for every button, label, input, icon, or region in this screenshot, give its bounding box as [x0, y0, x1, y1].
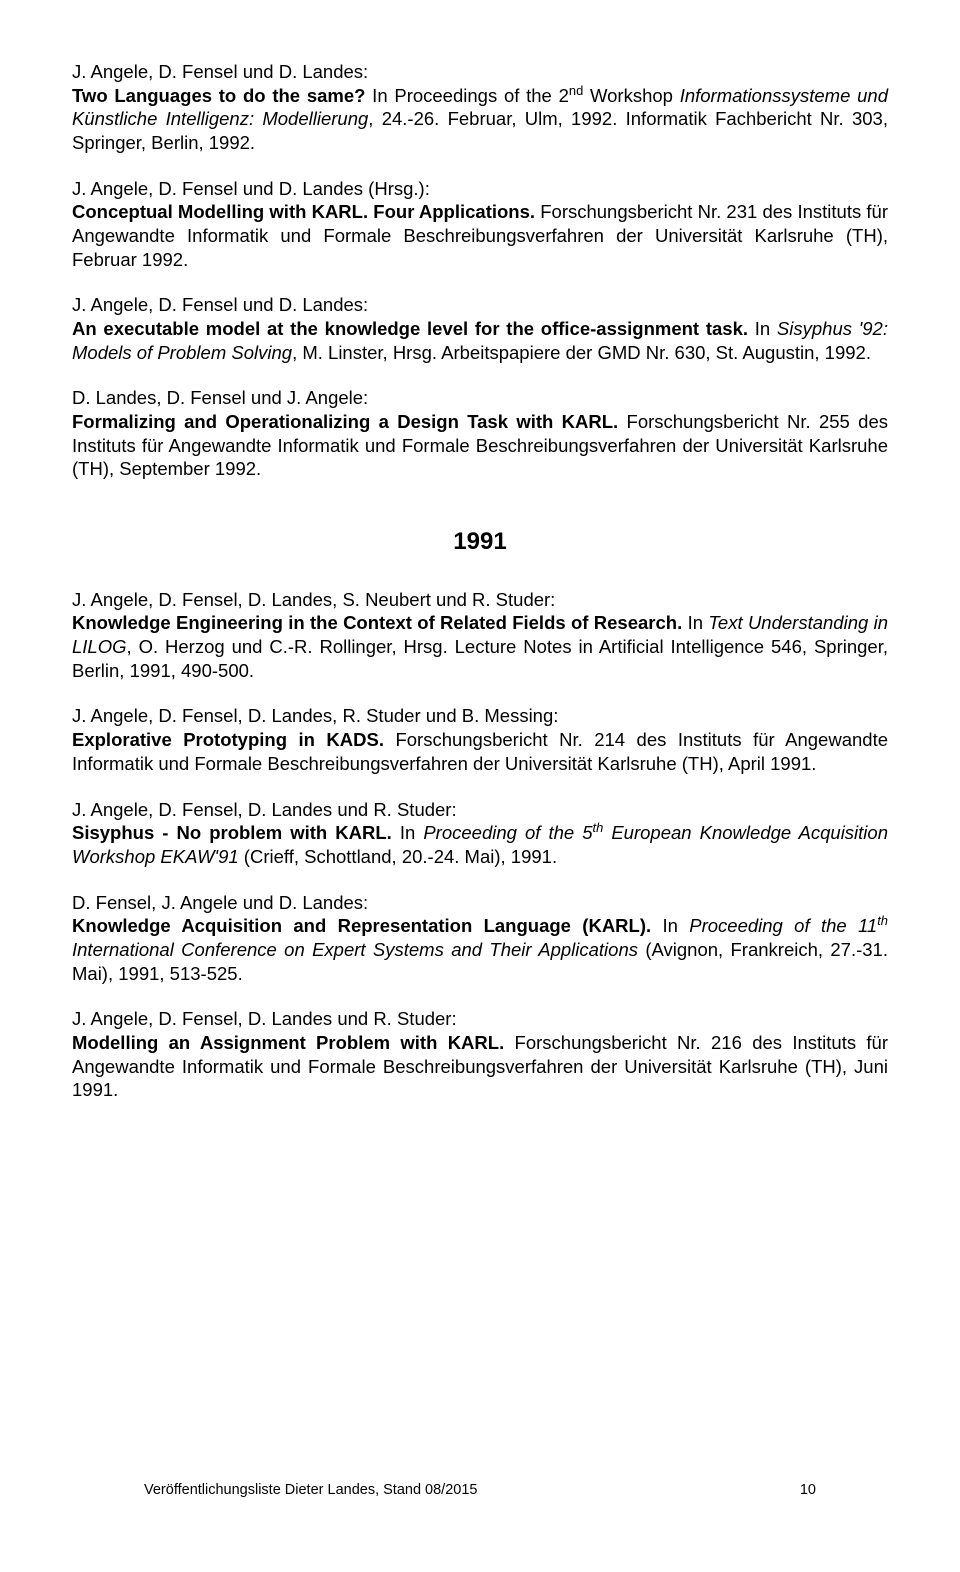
title: Explorative Prototyping in KADS. [72, 729, 384, 750]
bib-entry: J. Angele, D. Fensel, D. Landes und R. S… [72, 798, 888, 869]
text: In [682, 612, 708, 633]
authors: J. Angele, D. Fensel und D. Landes: [72, 61, 368, 82]
italic-text: Proceeding of the 11 [689, 915, 877, 936]
italic-text: International Conference on Expert Syste… [72, 939, 638, 960]
page: J. Angele, D. Fensel und D. Landes: Two … [72, 60, 888, 1532]
authors: J. Angele, D. Fensel und D. Landes: [72, 294, 368, 315]
footer: Veröffentlichungsliste Dieter Landes, St… [144, 1481, 816, 1500]
title: Two Languages to do the same? [72, 85, 365, 106]
superscript: th [877, 913, 888, 928]
authors: D. Fensel, J. Angele und D. Landes: [72, 892, 368, 913]
title: Conceptual Modelling with KARL. Four App… [72, 201, 535, 222]
authors: J. Angele, D. Fensel, D. Landes, S. Neub… [72, 589, 555, 610]
bib-entry: J. Angele, D. Fensel und D. Landes: Two … [72, 60, 888, 155]
italic-text: Proceeding of the 5 [423, 822, 592, 843]
text: In [392, 822, 424, 843]
title: Sisyphus - No problem with KARL. [72, 822, 392, 843]
text: (Crieff, Schottland, 20.-24. Mai), 1991. [239, 846, 557, 867]
text: In [748, 318, 777, 339]
page-number: 10 [800, 1481, 816, 1500]
text: In [651, 915, 689, 936]
superscript: nd [569, 83, 583, 98]
authors: J. Angele, D. Fensel und D. Landes (Hrsg… [72, 178, 430, 199]
text: In Proceedings of the 2 [365, 85, 568, 106]
bib-entry: D. Fensel, J. Angele und D. Landes: Know… [72, 891, 888, 986]
authors: J. Angele, D. Fensel, D. Landes und R. S… [72, 799, 457, 820]
title: Formalizing and Operationalizing a Desig… [72, 411, 618, 432]
text: , M. Linster, Hrsg. Arbeitspapiere der G… [292, 342, 871, 363]
bib-entry: J. Angele, D. Fensel, D. Landes, R. Stud… [72, 704, 888, 775]
text: Workshop [583, 85, 679, 106]
authors: J. Angele, D. Fensel, D. Landes und R. S… [72, 1008, 457, 1029]
title: An executable model at the knowledge lev… [72, 318, 748, 339]
year-heading: 1991 [72, 527, 888, 558]
text: , O. Herzog und C.-R. Rollinger, Hrsg. L… [72, 636, 888, 681]
authors: D. Landes, D. Fensel und J. Angele: [72, 387, 368, 408]
bib-entry: J. Angele, D. Fensel, D. Landes und R. S… [72, 1007, 888, 1102]
title: Knowledge Acquisition and Representation… [72, 915, 651, 936]
bib-entry: D. Landes, D. Fensel und J. Angele: Form… [72, 386, 888, 481]
title: Knowledge Engineering in the Context of … [72, 612, 682, 633]
bib-entry: J. Angele, D. Fensel, D. Landes, S. Neub… [72, 588, 888, 683]
superscript: th [593, 820, 604, 835]
title: Modelling an Assignment Problem with KAR… [72, 1032, 504, 1053]
bib-entry: J. Angele, D. Fensel und D. Landes: An e… [72, 293, 888, 364]
bib-entry: J. Angele, D. Fensel und D. Landes (Hrsg… [72, 177, 888, 272]
footer-text: Veröffentlichungsliste Dieter Landes, St… [144, 1481, 477, 1500]
authors: J. Angele, D. Fensel, D. Landes, R. Stud… [72, 705, 558, 726]
